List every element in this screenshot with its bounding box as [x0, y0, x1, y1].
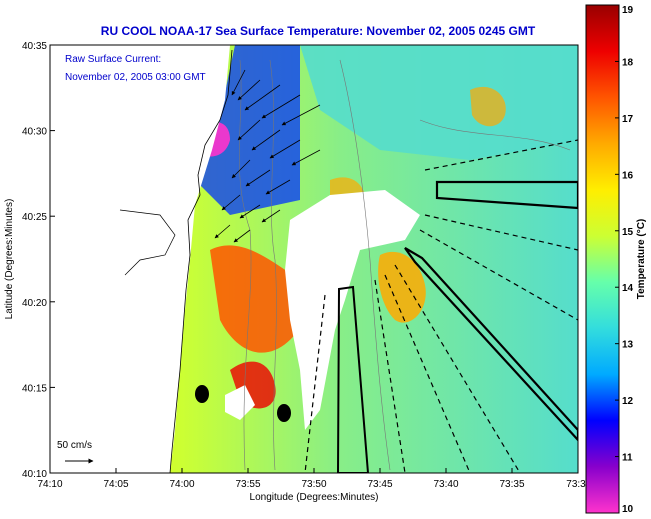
- cool-water-patch: [300, 45, 578, 160]
- annotation-line-1: Raw Surface Current:: [65, 54, 161, 65]
- bathymetry-contour: [339, 59, 391, 471]
- no-data-area: [225, 385, 255, 420]
- colorbar-ticks: 19 18 17 16 15 14 13 12 11 10: [615, 4, 634, 515]
- x-tick-label: 74:00: [169, 479, 194, 490]
- cold-coastal-water: [200, 45, 300, 215]
- x-tick-label: 74:10: [37, 479, 62, 490]
- colorbar-tick-label: 16: [622, 170, 634, 181]
- y-axis-label: Latitude (Degrees:Minutes): [4, 199, 15, 320]
- station-marker: [277, 404, 291, 422]
- survey-box: [336, 285, 370, 473]
- colorbar-label: Temperature (°C): [636, 219, 647, 300]
- y-tick-label: 40:15: [22, 383, 47, 394]
- map-area: [50, 45, 578, 473]
- x-axis-ticks: 74:10 74:05 74:00 73:55 73:50 73:45 73:40 73:35…: [37, 468, 586, 490]
- annotation-line-2: November 02, 2005 03:00 GMT: [65, 72, 206, 83]
- y-tick-label: 40:20: [22, 298, 47, 309]
- y-axis-ticks: 40:35 40:30 40:25 40:20 40:15 40:10: [22, 41, 55, 480]
- survey-box: [435, 180, 578, 210]
- colorbar-tick-label: 14: [622, 283, 634, 294]
- transect-lines: [304, 139, 578, 473]
- current-vectors: [214, 69, 321, 243]
- y-tick-label: 40:30: [22, 127, 47, 138]
- coastline: [119, 209, 176, 276]
- warm-patch: [378, 251, 426, 323]
- x-axis-label: Longitude (Degrees:Minutes): [250, 492, 379, 503]
- x-tick-label: 74:05: [103, 479, 128, 490]
- warm-patch: [470, 86, 506, 127]
- colorbar-tick-label: 12: [622, 396, 634, 407]
- colorbar-tick-label: 13: [622, 340, 634, 351]
- colorbar-tick-label: 15: [622, 227, 634, 238]
- colorbar-tick-label: 10: [622, 504, 634, 515]
- colorbar-tick-label: 19: [622, 5, 634, 16]
- coastline: [169, 49, 233, 473]
- y-tick-label: 40:25: [22, 212, 47, 223]
- x-tick-label: 73:55: [235, 479, 260, 490]
- x-tick-label: 73:45: [367, 479, 392, 490]
- scale-label: 50 cm/s: [57, 440, 92, 451]
- x-tick-label: 73:40: [433, 479, 458, 490]
- bathymetry-contour: [419, 119, 571, 151]
- y-tick-label: 40:10: [22, 469, 47, 480]
- survey-box: [404, 247, 578, 442]
- colorbar-tick-label: 11: [622, 453, 633, 464]
- y-tick-label: 40:35: [22, 41, 47, 52]
- map-title: RU COOL NOAA-17 Sea Surface Temperature:…: [101, 24, 536, 38]
- land: [50, 45, 230, 473]
- no-data-area: [285, 190, 420, 430]
- station-marker: [195, 385, 209, 403]
- x-tick-label: 73:3: [566, 479, 586, 490]
- x-tick-label: 73:35: [499, 479, 524, 490]
- colorbar-tick-label: 17: [622, 114, 634, 125]
- colorbar-tick-label: 18: [622, 57, 634, 68]
- x-tick-label: 73:50: [301, 479, 326, 490]
- colorbar: [585, 4, 620, 514]
- warm-patch: [210, 245, 309, 353]
- bathymetry-contour: [269, 59, 277, 471]
